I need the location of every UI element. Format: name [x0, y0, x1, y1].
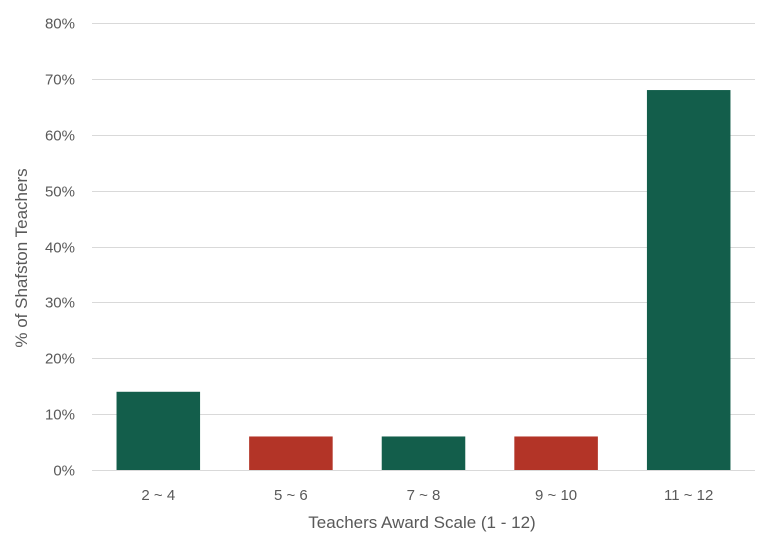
y-tick-label: 0%: [53, 463, 75, 480]
y-tick-label: 20%: [45, 351, 75, 368]
y-tick-label: 30%: [45, 295, 75, 312]
gridlines: [92, 23, 755, 471]
y-tick-label: 80%: [45, 16, 75, 33]
bars: [116, 90, 731, 471]
x-category-label: 7 ~ 8: [407, 487, 441, 504]
x-category-label: 11 ~ 12: [664, 487, 713, 504]
bar: [514, 436, 598, 470]
y-axis-title: % of Shafston Teachers: [12, 168, 31, 347]
y-tick-label: 10%: [45, 407, 75, 424]
y-tick-labels: 0% 10% 20% 30% 40% 50% 60% 70% 80%: [45, 16, 75, 480]
x-axis-title: Teachers Award Scale (1 - 12): [308, 513, 535, 532]
bar: [381, 436, 466, 470]
x-category-label: 2 ~ 4: [141, 487, 175, 504]
y-tick-label: 40%: [45, 240, 75, 257]
x-category-label: 5 ~ 6: [274, 487, 308, 504]
bar: [646, 90, 731, 471]
y-tick-label: 50%: [45, 184, 75, 201]
bar: [116, 391, 201, 470]
y-tick-label: 60%: [45, 128, 75, 145]
x-category-labels: 2 ~ 4 5 ~ 6 7 ~ 8 9 ~ 10 11 ~ 12: [141, 487, 713, 504]
bar: [249, 436, 333, 470]
y-tick-label: 70%: [45, 72, 75, 89]
x-category-label: 9 ~ 10: [535, 487, 577, 504]
